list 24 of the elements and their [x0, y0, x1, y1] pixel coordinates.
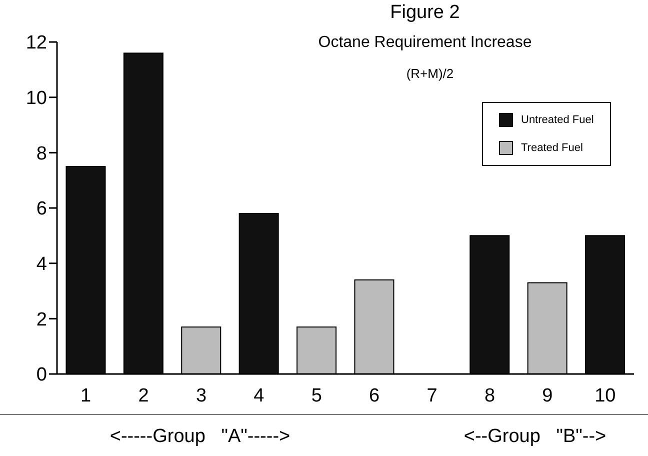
x-tick-label: 6 [369, 385, 380, 406]
x-tick-label: 7 [426, 385, 438, 406]
x-tick-label: 4 [254, 385, 265, 406]
annotation: (R+M)/2 [405, 66, 455, 81]
y-tick-label: 2 [36, 309, 47, 330]
y-tick-label: 8 [36, 143, 47, 164]
x-tick-label: 8 [484, 385, 496, 406]
legend-label: Untreated Fuel [521, 114, 594, 126]
x-tick-label: 10 [594, 385, 616, 406]
text: <-----Group "A"-----> [108, 426, 292, 448]
y-tick-label: 0 [36, 364, 47, 386]
y-tick-label: 10 [26, 88, 47, 110]
text: <--Group "B"--> [462, 426, 608, 448]
x-tick-label: 2 [138, 385, 149, 406]
x-tick-label: 3 [196, 385, 207, 406]
y-tick-label: 12 [26, 32, 47, 54]
x-tick-label: 1 [80, 385, 92, 406]
legend-label: Treated Fuel [521, 142, 583, 154]
x-tick-label: 9 [542, 385, 553, 406]
y-tick-label: 6 [36, 198, 47, 220]
x-tick-label: 5 [311, 385, 322, 406]
y-tick-label: 4 [36, 254, 48, 276]
chart-title: Figure 2 [389, 2, 461, 24]
chart-subtitle: Octane Requirement Increase [317, 34, 533, 52]
